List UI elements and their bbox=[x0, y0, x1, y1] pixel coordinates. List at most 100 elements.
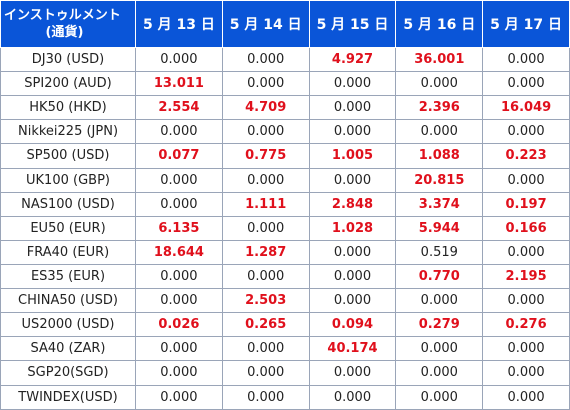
instrument-name-cell: SP500 (USD) bbox=[0, 143, 136, 169]
value-cell: 0.000 bbox=[308, 167, 397, 193]
value-cell: 0.026 bbox=[135, 312, 223, 338]
value-cell: 3.374 bbox=[395, 191, 484, 217]
value-cell: 1.028 bbox=[308, 215, 397, 241]
table-row: HK50 (HKD) 2.554 4.709 0.000 2.396 16.049 bbox=[0, 95, 570, 121]
instrument-name-cell: UK100 (GBP) bbox=[0, 167, 136, 193]
value-cell: 0.000 bbox=[135, 167, 223, 193]
value-cell: 0.000 bbox=[221, 167, 310, 193]
value-cell: 0.000 bbox=[135, 336, 223, 362]
value-cell: 0.000 bbox=[308, 263, 397, 290]
date-column-header: 5 月 16 日 bbox=[395, 0, 484, 48]
value-cell: 0.197 bbox=[482, 191, 570, 217]
instrument-name-cell: US2000 (USD) bbox=[0, 312, 136, 338]
value-cell: 0.000 bbox=[308, 71, 397, 97]
value-cell: 0.000 bbox=[221, 215, 310, 241]
table-row: SGP20(SGD) 0.000 0.000 0.000 0.000 0.000 bbox=[0, 360, 570, 386]
table-row: CHINA50 (USD) 0.000 2.503 0.000 0.000 0.000 bbox=[0, 288, 570, 314]
value-cell: 20.815 bbox=[395, 167, 484, 193]
instrument-label: インストゥルメント bbox=[4, 8, 121, 23]
table-row: SA40 (ZAR) 0.000 0.000 40.174 0.000 0.000 bbox=[0, 336, 570, 362]
value-cell: 0.000 bbox=[135, 263, 223, 290]
value-cell: 0.000 bbox=[308, 95, 397, 121]
value-cell: 0.000 bbox=[308, 384, 397, 410]
value-cell: 0.000 bbox=[482, 46, 570, 73]
value-cell: 0.000 bbox=[221, 71, 310, 97]
table-body: DJ30 (USD) 0.000 0.000 4.927 36.001 0.000 SPI2… bbox=[0, 46, 570, 410]
value-cell: 0.000 bbox=[135, 288, 223, 314]
header-row: インストゥルメント (通貨) 5 月 13 日 5 月 14 日 5 月 15 … bbox=[0, 0, 570, 48]
value-cell: 0.000 bbox=[482, 288, 570, 314]
value-cell: 0.000 bbox=[221, 336, 310, 362]
value-cell: 1.287 bbox=[221, 239, 310, 265]
table-row: FRA40 (EUR) 18.644 1.287 0.000 0.519 0.000 bbox=[0, 239, 570, 265]
value-cell: 0.000 bbox=[482, 336, 570, 362]
value-cell: 0.000 bbox=[221, 384, 310, 410]
value-cell: 0.000 bbox=[135, 119, 223, 145]
date-column-header: 5 月 14 日 bbox=[221, 0, 310, 48]
value-cell: 2.503 bbox=[221, 288, 310, 314]
table-header: インストゥルメント (通貨) 5 月 13 日 5 月 14 日 5 月 15 … bbox=[0, 0, 570, 48]
value-cell: 16.049 bbox=[482, 95, 570, 121]
value-cell: 0.000 bbox=[221, 119, 310, 145]
value-cell: 0.000 bbox=[395, 360, 484, 386]
value-cell: 0.000 bbox=[482, 71, 570, 97]
table-row: NAS100 (USD) 0.000 1.111 2.848 3.374 0.197 bbox=[0, 191, 570, 217]
value-cell: 0.000 bbox=[482, 360, 570, 386]
instrument-name-cell: HK50 (HKD) bbox=[0, 95, 136, 121]
value-cell: 18.644 bbox=[135, 239, 223, 265]
value-cell: 0.000 bbox=[135, 46, 223, 73]
value-cell: 0.279 bbox=[395, 312, 484, 338]
value-cell: 0.000 bbox=[308, 288, 397, 314]
value-cell: 0.265 bbox=[221, 312, 310, 338]
table-row: UK100 (GBP) 0.000 0.000 0.000 20.815 0.000 bbox=[0, 167, 570, 193]
table-row: SP500 (USD) 0.077 0.775 1.005 1.088 0.223 bbox=[0, 143, 570, 169]
value-cell: 0.000 bbox=[395, 119, 484, 145]
value-cell: 2.195 bbox=[482, 263, 570, 290]
instrument-name-cell: DJ30 (USD) bbox=[0, 46, 136, 73]
table-row: TWINDEX(USD) 0.000 0.000 0.000 0.000 0.000 bbox=[0, 384, 570, 410]
currency-label: (通貨) bbox=[45, 25, 84, 40]
instrument-column-header: インストゥルメント (通貨) bbox=[0, 0, 136, 48]
value-cell: 0.000 bbox=[482, 239, 570, 265]
value-cell: 13.011 bbox=[135, 71, 223, 97]
value-cell: 0.000 bbox=[308, 360, 397, 386]
value-cell: 4.709 bbox=[221, 95, 310, 121]
value-cell: 1.088 bbox=[395, 143, 484, 169]
date-column-header: 5 月 13 日 bbox=[135, 0, 223, 48]
date-column-header: 5 月 15 日 bbox=[308, 0, 397, 48]
value-cell: 0.775 bbox=[221, 143, 310, 169]
instrument-name-cell: NAS100 (USD) bbox=[0, 191, 136, 217]
instrument-name-cell: SGP20(SGD) bbox=[0, 360, 136, 386]
instrument-name-cell: Nikkei225 (JPN) bbox=[0, 119, 136, 145]
table-row: Nikkei225 (JPN) 0.000 0.000 0.000 0.000 0.000 bbox=[0, 119, 570, 145]
value-cell: 0.000 bbox=[221, 360, 310, 386]
value-cell: 0.077 bbox=[135, 143, 223, 169]
value-cell: 0.000 bbox=[221, 46, 310, 73]
value-cell: 0.166 bbox=[482, 215, 570, 241]
date-column-header: 5 月 17 日 bbox=[482, 0, 570, 48]
value-cell: 2.554 bbox=[135, 95, 223, 121]
value-cell: 40.174 bbox=[308, 336, 397, 362]
value-cell: 0.000 bbox=[135, 360, 223, 386]
value-cell: 6.135 bbox=[135, 215, 223, 241]
value-cell: 0.000 bbox=[135, 384, 223, 410]
value-cell: 0.223 bbox=[482, 143, 570, 169]
value-cell: 2.848 bbox=[308, 191, 397, 217]
instrument-name-cell: SPI200 (AUD) bbox=[0, 71, 136, 97]
value-cell: 0.770 bbox=[395, 263, 484, 290]
instrument-name-cell: TWINDEX(USD) bbox=[0, 384, 136, 410]
value-cell: 36.001 bbox=[395, 46, 484, 73]
value-cell: 0.000 bbox=[482, 167, 570, 193]
value-cell: 4.927 bbox=[308, 46, 397, 73]
table-row: DJ30 (USD) 0.000 0.000 4.927 36.001 0.000 bbox=[0, 46, 570, 73]
value-cell: 0.000 bbox=[395, 71, 484, 97]
value-cell: 0.276 bbox=[482, 312, 570, 338]
value-cell: 0.000 bbox=[135, 191, 223, 217]
value-cell: 1.111 bbox=[221, 191, 310, 217]
value-cell: 0.094 bbox=[308, 312, 397, 338]
value-cell: 0.000 bbox=[482, 119, 570, 145]
instrument-name-cell: FRA40 (EUR) bbox=[0, 239, 136, 265]
value-cell: 0.000 bbox=[395, 384, 484, 410]
value-cell: 2.396 bbox=[395, 95, 484, 121]
